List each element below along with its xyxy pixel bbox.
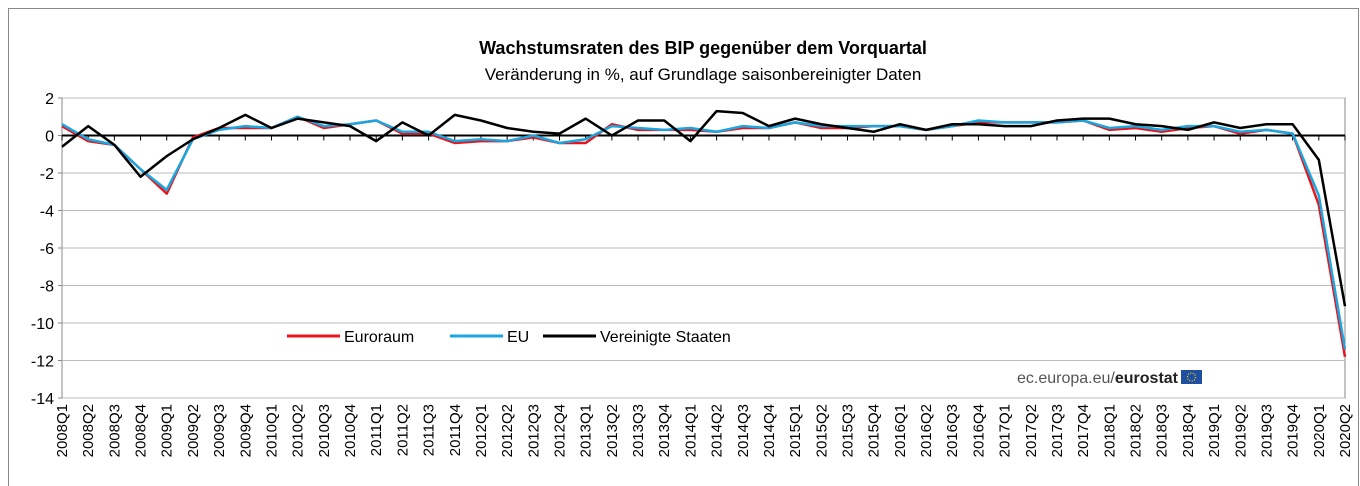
x-tick-label: 2015Q4 bbox=[866, 404, 883, 457]
x-tick-label: 2016Q1 bbox=[892, 404, 909, 457]
y-tick-label: 2 bbox=[45, 91, 54, 108]
x-tick-label: 2011Q3 bbox=[421, 404, 438, 456]
eu-flag bbox=[1181, 370, 1202, 384]
eu-flag-stars bbox=[1186, 372, 1197, 382]
series-line bbox=[61, 109, 1347, 307]
y-tick-label: -10 bbox=[31, 316, 54, 333]
x-tick-label: 2014Q4 bbox=[761, 404, 778, 457]
x-tick-label: 2011Q4 bbox=[447, 404, 464, 456]
x-tick-label: 2013Q1 bbox=[578, 404, 595, 457]
x-tick-label: 2014Q2 bbox=[709, 404, 726, 457]
x-tick-label: 2018Q2 bbox=[1128, 404, 1145, 457]
x-tick-label: 2020Q1 bbox=[1311, 404, 1328, 457]
x-tick-label: 2014Q1 bbox=[682, 404, 699, 457]
x-tick-label: 2018Q3 bbox=[1154, 404, 1171, 457]
x-tick-label: 2015Q1 bbox=[787, 404, 804, 457]
x-tick-label: 2017Q3 bbox=[1049, 404, 1066, 457]
x-tick-label: 2018Q1 bbox=[1101, 404, 1118, 457]
x-tick-label: 2009Q2 bbox=[185, 404, 202, 457]
x-tick-label: 2019Q1 bbox=[1206, 404, 1223, 457]
y-tick-label: -14 bbox=[31, 391, 54, 408]
x-tick-label: 2016Q2 bbox=[918, 404, 935, 457]
x-tick-label: 2008Q3 bbox=[106, 404, 123, 457]
x-tick-label: 2008Q2 bbox=[80, 404, 97, 457]
x-tick-label: 2009Q1 bbox=[159, 404, 176, 457]
x-tick-label: 2011Q2 bbox=[394, 404, 411, 456]
x-tick-label: 2016Q4 bbox=[970, 404, 987, 457]
x-tick-label: 2009Q3 bbox=[211, 404, 228, 457]
x-tick-label: 2020Q2 bbox=[1337, 404, 1354, 457]
chart-subtitle: Veränderung in %, auf Grundlage saisonbe… bbox=[485, 65, 922, 84]
x-tick-label: 2017Q4 bbox=[1075, 404, 1092, 457]
source: ec.europa.eu/eurostat bbox=[1017, 370, 1179, 387]
x-tick-label: 2012Q1 bbox=[473, 404, 490, 457]
x-tick-label: 2010Q1 bbox=[263, 404, 280, 457]
source-brand: eurostat bbox=[1115, 370, 1179, 387]
x-tick-label: 2012Q3 bbox=[525, 404, 542, 457]
x-tick-label: 2013Q3 bbox=[630, 404, 647, 457]
x-tick-label: 2008Q1 bbox=[54, 404, 71, 457]
x-tick-label: 2013Q2 bbox=[604, 404, 621, 457]
x-tick-label: 2015Q2 bbox=[813, 404, 830, 457]
y-tick-label: -4 bbox=[40, 204, 54, 221]
y-tick-label: -6 bbox=[40, 241, 54, 258]
x-tick-label: 2016Q3 bbox=[944, 404, 961, 457]
legend-label: Euroraum bbox=[344, 329, 414, 346]
x-tick-label: 2010Q2 bbox=[290, 404, 307, 457]
x-tick-label: 2019Q4 bbox=[1285, 404, 1302, 457]
x-tick-label: 2010Q4 bbox=[342, 404, 359, 457]
x-tick-label: 2008Q4 bbox=[133, 404, 150, 457]
legend-label: EU bbox=[507, 329, 529, 346]
legend-label: Vereinigte Staaten bbox=[600, 329, 731, 346]
x-tick-label: 2017Q1 bbox=[997, 404, 1014, 457]
y-tick-label: -8 bbox=[40, 279, 54, 296]
x-tick-label: 2012Q2 bbox=[499, 404, 516, 457]
x-tick-label: 2012Q4 bbox=[551, 404, 568, 457]
x-tick-label: 2018Q4 bbox=[1180, 404, 1197, 457]
y-tick-label: 0 bbox=[45, 129, 54, 146]
x-tick-label: 2009Q4 bbox=[237, 404, 254, 457]
x-tick-label: 2010Q3 bbox=[316, 404, 333, 457]
x-tick-label: 2013Q4 bbox=[656, 404, 673, 457]
y-tick-label: -2 bbox=[40, 166, 54, 183]
chart-title: Wachstumsraten des BIP gegenüber dem Vor… bbox=[479, 38, 927, 58]
source-prefix: ec.europa.eu/ bbox=[1017, 370, 1115, 387]
x-tick-label: 2019Q2 bbox=[1232, 404, 1249, 457]
y-tick-label: -12 bbox=[31, 354, 54, 371]
x-tick-label: 2011Q1 bbox=[368, 404, 385, 456]
x-tick-label: 2017Q2 bbox=[1023, 404, 1040, 457]
x-tick-label: 2019Q3 bbox=[1258, 404, 1275, 457]
x-tick-label: 2014Q3 bbox=[735, 404, 752, 457]
x-tick-label: 2015Q3 bbox=[840, 404, 857, 457]
